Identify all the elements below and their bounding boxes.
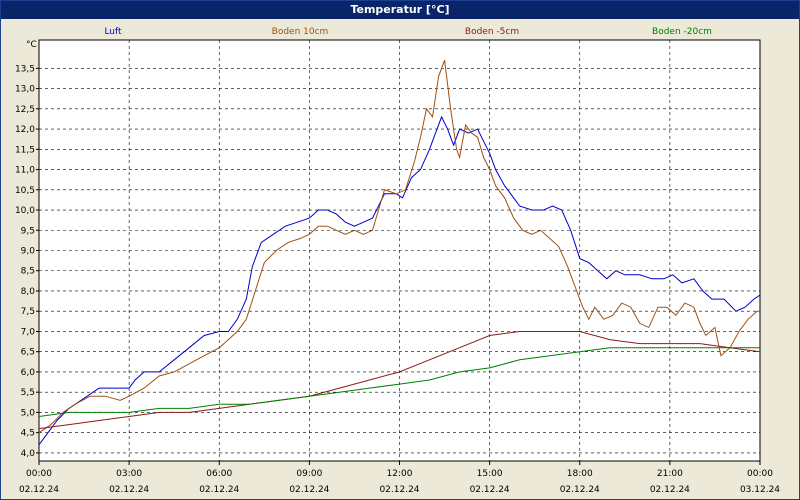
x-tick-date: 02.12.24 [19, 485, 59, 495]
legend: Luft Boden 10cm Boden -5cm Boden -20cm [104, 27, 712, 37]
x-tick-date: 02.12.24 [650, 485, 690, 495]
x-tick-time: 00:00 [747, 469, 773, 479]
legend-entry: Luft [104, 27, 122, 37]
x-tick-date: 02.12.24 [199, 485, 239, 495]
y-tick-label: 8,0 [21, 287, 36, 297]
x-tick-time: 15:00 [477, 469, 503, 479]
series-line-boden-10cm [38, 60, 760, 434]
legend-entry: Boden 10cm [272, 27, 329, 37]
y-tick-label: 10,5 [15, 186, 35, 196]
y-tick-label: 6,5 [21, 348, 35, 358]
x-tick-date: 03.12.24 [740, 485, 780, 495]
series-line-boden-20cm [38, 347, 760, 417]
y-tick-label: 7,5 [21, 307, 35, 317]
x-tick-date: 02.12.24 [560, 485, 600, 495]
legend-entry: Boden -20cm [652, 27, 712, 37]
x-tick-date: 02.12.24 [289, 485, 329, 495]
y-tick-label: 11,0 [15, 166, 35, 176]
y-tick-label: 13,0 [15, 85, 35, 95]
y-tick-label: 12,0 [15, 125, 35, 135]
y-tick-label: 5,0 [21, 408, 36, 418]
x-tick-date: 02.12.24 [379, 485, 419, 495]
y-tick-label: 12,5 [15, 105, 35, 115]
x-tick-time: 06:00 [206, 469, 232, 479]
y-tick-label: 9,5 [21, 226, 35, 236]
series-line-luft [38, 115, 761, 446]
y-tick-label: 11,5 [15, 145, 35, 155]
y-tick-label: 13,5 [15, 64, 35, 74]
x-tick-time: 09:00 [296, 469, 322, 479]
y-tick-label: 10,0 [15, 206, 35, 216]
series-layer [38, 60, 761, 446]
y-tick-label: 4,5 [21, 429, 35, 439]
x-tick-time: 00:00 [26, 469, 52, 479]
x-tick-time: 21:00 [657, 469, 683, 479]
y-tick-label: 4,0 [21, 449, 36, 459]
legend-entry: Boden -5cm [465, 27, 519, 37]
x-tick-time: 03:00 [116, 469, 142, 479]
x-tick-date: 02.12.24 [470, 485, 510, 495]
window-title: Temperatur [°C] [1, 1, 799, 19]
series-line-boden-5cm [38, 331, 761, 430]
x-tick-time: 12:00 [387, 469, 413, 479]
grid-lines [38, 40, 761, 461]
x-tick-time: 18:00 [567, 469, 593, 479]
y-axis-unit-label: °C [26, 40, 37, 50]
y-tick-label: 7,0 [21, 327, 36, 337]
y-axis-ticks: 4,0 4,5 5,0 5,5 6,0 6,5 7,0 7,5 8,0 8,5 9,0 9,5 10,0… [15, 64, 39, 459]
y-tick-label: 6,0 [21, 368, 36, 378]
y-tick-label: 5,5 [21, 388, 35, 398]
x-tick-date: 02.12.24 [109, 485, 149, 495]
y-tick-label: 8,5 [21, 267, 35, 277]
y-tick-label: 9,0 [21, 247, 36, 257]
x-axis-ticks: 00:00 02.12.24 03:00 02.12.24 06:00 02.12.24 0… [19, 461, 780, 495]
